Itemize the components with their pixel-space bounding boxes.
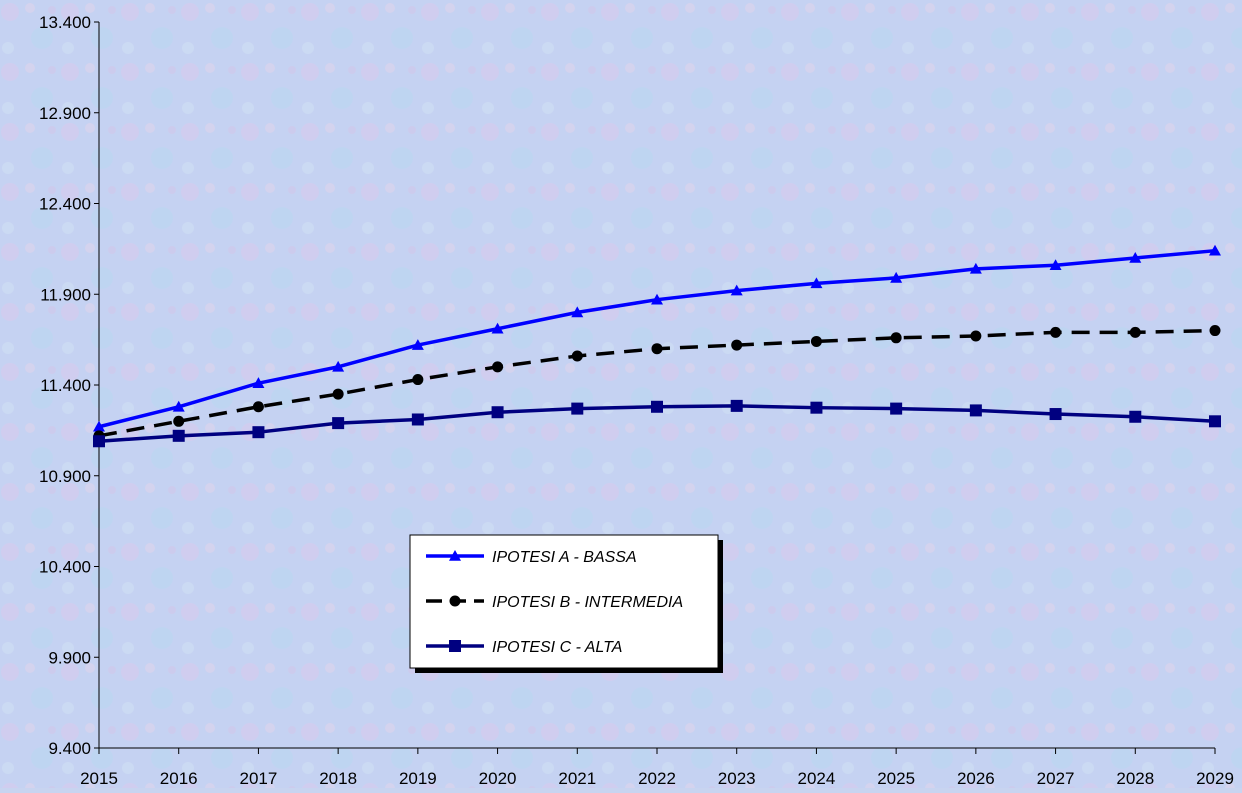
x-tick-label: 2027 (1037, 769, 1075, 788)
series-1-point (651, 293, 663, 305)
series-2-point (890, 332, 902, 344)
y-tick-label: 13.400 (39, 13, 91, 32)
series-2-point (173, 415, 185, 427)
series-3-point (491, 406, 504, 419)
y-tick-label: 11.900 (40, 285, 91, 304)
x-tick-label: 2023 (718, 769, 756, 788)
x-tick-label: 2017 (240, 769, 278, 788)
series-3-point (1129, 410, 1142, 423)
x-tick-label: 2025 (877, 769, 915, 788)
series-3-point (810, 401, 823, 414)
series-3-point (1049, 408, 1062, 421)
series-1-point (810, 277, 823, 289)
x-tick-label: 2022 (638, 769, 676, 788)
x-tick-label: 2018 (319, 769, 357, 788)
x-tick-label: 2028 (1116, 769, 1154, 788)
series-3-point (252, 426, 265, 439)
y-tick-label: 9.900 (48, 648, 91, 667)
series-3-point (93, 435, 105, 448)
x-tick-label: 2019 (399, 769, 437, 788)
legend-swatch-marker (449, 640, 461, 652)
legend-item-1: IPOTESI A - BASSA (426, 549, 637, 566)
series-3-point (332, 417, 345, 430)
series-2-point (1129, 326, 1141, 338)
series-1-point (969, 262, 982, 274)
x-tick-label: 2029 (1196, 769, 1234, 788)
legend-item-3: IPOTESI C - ALTA (426, 639, 622, 656)
series-1-point (491, 322, 504, 334)
y-tick-label: 10.900 (39, 467, 91, 486)
series-1-point (411, 339, 424, 350)
x-tick-label: 2015 (80, 769, 118, 788)
y-tick-label: 9.400 (48, 739, 91, 758)
legend-label: IPOTESI B - INTERMEDIA (492, 594, 683, 611)
series-3-point (411, 413, 424, 426)
series-2-point (810, 335, 822, 347)
series-1 (93, 244, 1221, 432)
series-1-point (890, 271, 903, 283)
series-2-point (571, 350, 583, 362)
x-tick-label: 2026 (957, 769, 995, 788)
series-2-point (731, 339, 743, 351)
y-tick-label: 11.400 (40, 376, 91, 395)
series-1-point (1129, 251, 1142, 263)
series-3 (93, 399, 1221, 448)
series-1-point (1209, 244, 1221, 256)
y-tick-label: 10.400 (39, 558, 91, 577)
x-tick-label: 2020 (479, 769, 517, 788)
series-3-point (1209, 415, 1221, 428)
series-1-point (252, 377, 265, 388)
series-1-point (730, 284, 743, 296)
legend-label: IPOTESI C - ALTA (492, 639, 622, 656)
legend-swatch-marker (449, 550, 461, 561)
series-3-point (571, 402, 584, 415)
series-3-point (890, 402, 903, 415)
series-1-point (332, 360, 345, 372)
series-3-point (730, 399, 743, 412)
x-tick-label: 2021 (558, 769, 596, 788)
series-3-point (651, 400, 663, 413)
series-2-point (1209, 325, 1221, 337)
series-1-point (1049, 259, 1062, 271)
series-2-point (332, 388, 344, 400)
y-tick-label: 12.900 (39, 104, 91, 123)
series-2-point (492, 361, 504, 373)
series-2-point (252, 401, 264, 413)
legend-swatch-marker (449, 595, 461, 607)
series-2-point (651, 343, 663, 355)
y-tick-label: 12.400 (39, 195, 91, 214)
series-2-point (412, 374, 424, 386)
x-tick-label: 2024 (798, 769, 836, 788)
series-1-point (571, 306, 584, 318)
legend-label: IPOTESI A - BASSA (492, 549, 637, 566)
legend-item-2: IPOTESI B - INTERMEDIA (426, 594, 683, 611)
series-1-point (172, 400, 185, 412)
series-3-point (969, 404, 982, 417)
series-1-point (93, 420, 105, 432)
series-3-point (172, 429, 185, 442)
series-2-point (1050, 326, 1062, 338)
x-tick-label: 2016 (160, 769, 198, 788)
series-2-point (970, 330, 982, 342)
